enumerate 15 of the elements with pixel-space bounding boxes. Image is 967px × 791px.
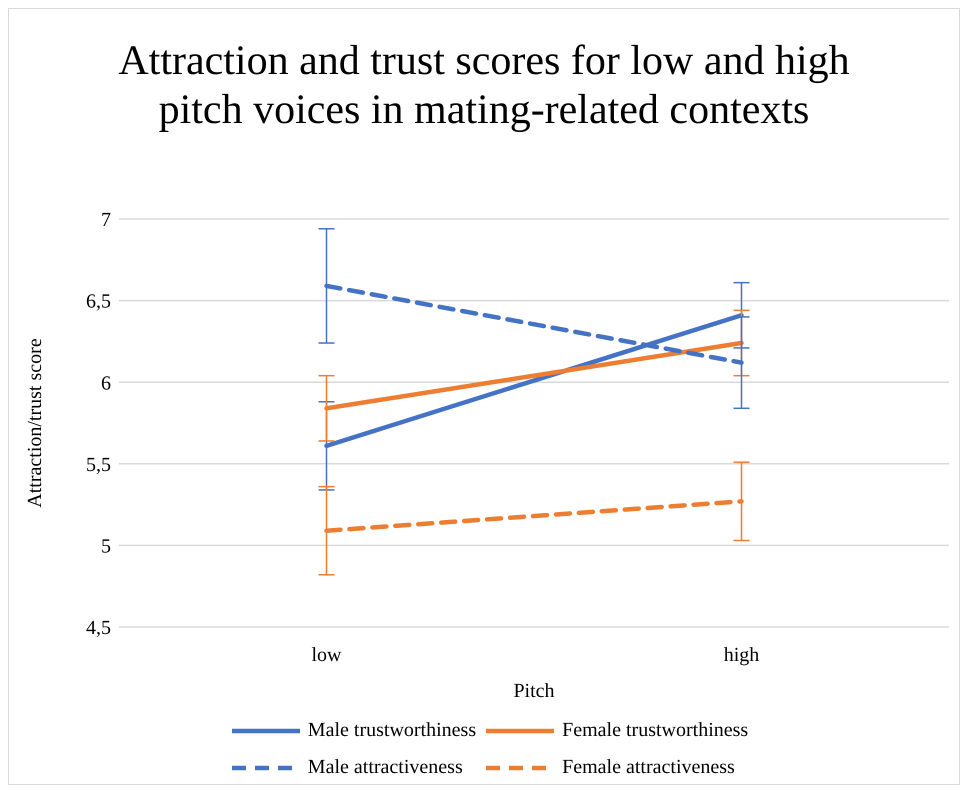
y-tick-label: 7: [101, 209, 111, 232]
x-axis-title: Pitch: [513, 680, 555, 702]
legend-label: Male attractiveness: [308, 756, 463, 779]
y-tick-label: 5,5: [86, 454, 111, 476]
legend-label: Female attractiveness: [562, 756, 735, 779]
y-axis-title: Attraction/trust score: [24, 338, 46, 508]
legend-label: Male trustworthiness: [308, 719, 476, 742]
y-tick-label: 5: [101, 536, 111, 558]
chart-title: Attraction and trust scores for low and high pitch voices in mating-related contexts: [117, 37, 851, 135]
y-tick-label: 6: [101, 372, 111, 394]
x-tick-label: high: [724, 644, 760, 666]
y-tick-label: 6,5: [86, 290, 111, 313]
legend-label: Female trustworthiness: [562, 719, 748, 742]
x-tick-label: low: [312, 644, 342, 666]
y-tick-label: 4,5: [86, 617, 111, 640]
